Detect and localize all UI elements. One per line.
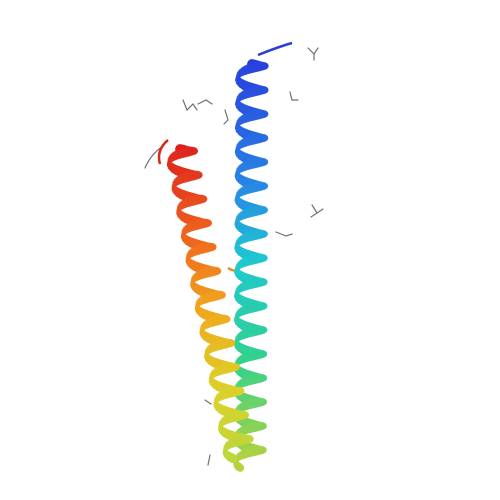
side-chain [275, 231, 293, 237]
side-chain [223, 109, 229, 125]
side-chain [204, 399, 212, 405]
side-chain [310, 204, 324, 218]
side-chain [307, 47, 319, 61]
helix-segment [225, 452, 238, 463]
side-chain [182, 99, 213, 112]
helices [166, 59, 269, 472]
side-chain [207, 454, 211, 466]
coil [157, 139, 169, 165]
helix-segment [233, 462, 245, 472]
side-chain [289, 91, 299, 101]
coil [257, 41, 293, 57]
